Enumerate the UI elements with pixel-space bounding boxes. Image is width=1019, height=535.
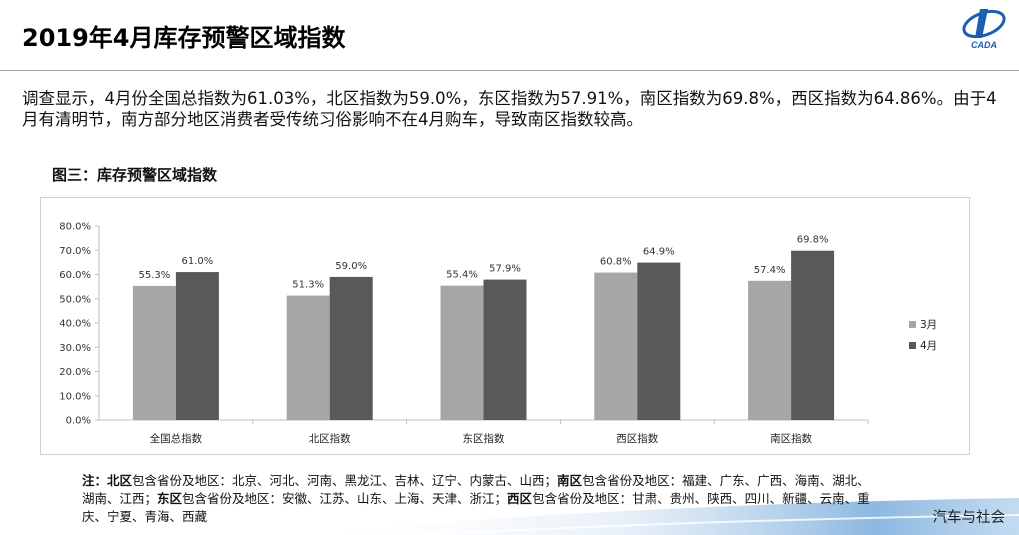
page-title: 2019年4月库存预警区域指数 [22, 24, 346, 52]
x-tick-label: 全国总指数 [150, 432, 203, 445]
bar-3月-1 [286, 295, 330, 420]
data-label: 57.9% [489, 264, 521, 275]
cada-logo-icon: CADA [962, 9, 1006, 50]
y-tick-label: 60.0% [59, 270, 91, 281]
note-west-label: 西区 [507, 491, 533, 506]
bar-4月-4 [791, 250, 835, 420]
chart-frame [40, 197, 970, 455]
data-label: 55.3% [139, 270, 171, 281]
y-tick-label: 20.0% [59, 367, 91, 378]
note-east-text: 包含省份及地区：安徽、江苏、山东、上海、天津、浙江； [182, 491, 508, 506]
y-tick-label: 40.0% [59, 319, 91, 330]
data-label: 64.9% [643, 247, 675, 258]
legend-label: 4月 [920, 340, 937, 352]
y-tick-label: 80.0% [59, 222, 91, 233]
data-label: 59.0% [335, 261, 367, 272]
y-tick-label: 0.0% [66, 416, 91, 427]
note-prefix: 注： [82, 473, 108, 488]
x-tick-label: 东区指数 [463, 432, 505, 445]
legend-label: 3月 [920, 319, 937, 331]
y-tick-label: 70.0% [59, 246, 91, 257]
note-north-text: 包含省份及地区：北京、河北、河南、黑龙江、吉林、辽宁、内蒙古、山西； [132, 473, 558, 488]
y-tick-label: 30.0% [59, 343, 91, 354]
x-tick-label: 北区指数 [309, 432, 351, 445]
note-south-text: 包含省份及地区：福建、广东、广西、海南、湖北、湖南、江西； [82, 473, 870, 506]
footer-wave-decoration [300, 498, 1019, 535]
data-label: 55.4% [446, 270, 478, 281]
data-label: 57.4% [754, 265, 786, 276]
data-label: 61.0% [182, 256, 214, 267]
bar-4月-0 [175, 272, 219, 420]
x-tick-label: 南区指数 [770, 432, 812, 445]
brand-label: 汽车与社会 [932, 510, 1006, 526]
bar-3月-0 [132, 285, 176, 420]
bar-3月-3 [594, 272, 638, 420]
bar-4月-3 [637, 262, 681, 420]
y-tick-label: 10.0% [59, 391, 91, 402]
summary-text: 调查显示，4月份全国总指数为61.03%，北区指数为59.0%，东区指数为57.… [22, 89, 997, 129]
logo-text: CADA [971, 40, 997, 50]
data-label: 51.3% [292, 280, 324, 291]
legend-swatch-0 [909, 321, 916, 328]
legend-swatch-1 [909, 342, 916, 349]
data-label: 60.8% [600, 257, 632, 268]
note-west-text: 包含省份及地区：甘肃、贵州、陕西、四川、新疆、云南、重庆、宁夏、青海、西藏 [82, 491, 870, 524]
figure-title: 图三：库存预警区域指数 [52, 166, 218, 184]
bar-4月-1 [329, 276, 373, 420]
x-tick-label: 西区指数 [616, 432, 658, 445]
note-south-label: 南区 [557, 473, 583, 488]
footnote: 注：北区包含省份及地区：北京、河北、河南、黑龙江、吉林、辽宁、内蒙古、山西；南区… [82, 472, 872, 526]
bar-3月-2 [440, 285, 484, 420]
note-north-label: 北区 [107, 473, 133, 488]
y-tick-label: 50.0% [59, 294, 91, 305]
data-label: 69.8% [797, 235, 829, 246]
note-east-label: 东区 [157, 491, 183, 506]
bar-4月-2 [483, 279, 527, 420]
bar-3月-4 [748, 280, 792, 420]
title-divider [0, 70, 1019, 71]
